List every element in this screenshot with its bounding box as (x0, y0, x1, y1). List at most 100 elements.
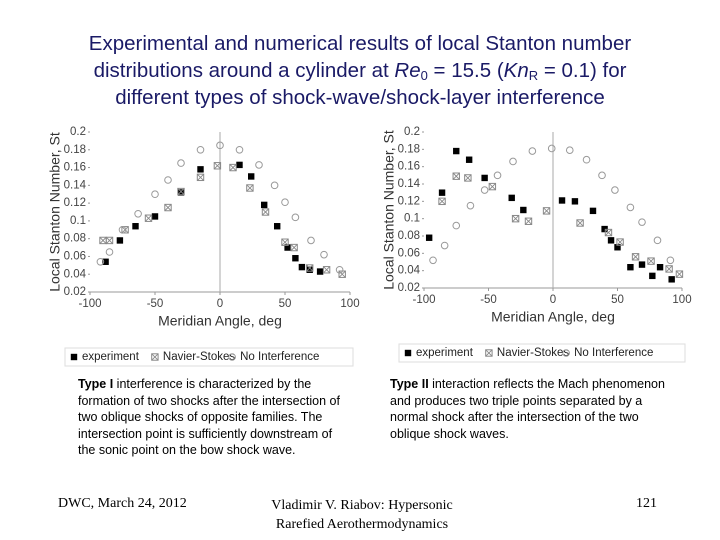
title-text: Experimental and numerical results of lo… (88, 32, 632, 55)
legend-label: Navier-Stokes (163, 351, 235, 363)
no-interference-point (452, 221, 461, 230)
marker-box (647, 257, 655, 265)
marker-cross (121, 226, 129, 234)
marker-cross (485, 349, 493, 357)
experiment-point (284, 244, 291, 251)
navier-stokes-point (322, 266, 331, 274)
no-interference-point (429, 256, 437, 265)
marker-box (164, 203, 172, 212)
navier-stokes-point (576, 219, 584, 227)
no-interference-point (653, 236, 662, 245)
legend-marker (485, 349, 493, 357)
navier-stokes-point (246, 184, 254, 192)
marker-box (261, 208, 270, 216)
experiment-point (248, 173, 255, 180)
footer-date: DWC, March 24, 2012 (58, 496, 187, 511)
y-tick-label: 0.2 (70, 126, 86, 138)
marker-box (290, 243, 298, 252)
marker-box (604, 228, 613, 237)
marker-cross (616, 238, 624, 246)
caption-text: interaction reflects the Mach phenomenon… (390, 377, 665, 441)
no-interference-point (528, 147, 537, 155)
navier-stokes-point (290, 243, 298, 252)
experiment-point (177, 189, 185, 196)
marker-box (485, 349, 493, 357)
legend-label: experiment (82, 351, 140, 363)
marker-cross (177, 188, 185, 196)
y-tick-label: 0.14 (398, 178, 421, 190)
page-number: 121 (636, 496, 657, 511)
no-interference-point (582, 155, 591, 164)
marker-box (524, 217, 533, 225)
x-tick-label: -50 (480, 294, 497, 306)
navier-stokes-point (438, 197, 446, 206)
y-axis-label: Local Stanton Number, St (381, 130, 397, 290)
footer-author: Vladimir V. Riabov: Hypersonic Rarefied … (271, 498, 453, 532)
experiment-point (465, 156, 473, 163)
no-interference-point (466, 201, 475, 210)
experiment-point (197, 166, 204, 173)
no-interference-point (255, 161, 263, 169)
marker-box (616, 238, 624, 246)
no-interference-point (320, 250, 328, 259)
experiment-point (614, 244, 621, 251)
experiment-point (292, 255, 299, 262)
marker-box (675, 270, 684, 278)
experiment-point (453, 147, 460, 155)
legend-label: Navier-Stokes (497, 347, 569, 359)
experiment-point (316, 268, 324, 275)
experiment-point (274, 223, 281, 230)
experiment-point (668, 276, 675, 283)
title-subscript: 0 (420, 68, 428, 83)
navier-stokes-point (511, 214, 520, 223)
no-interference-point (666, 256, 675, 265)
marker-cross (290, 244, 298, 252)
experiment-point (520, 206, 527, 214)
experiment-point (508, 194, 515, 202)
marker-cross (576, 219, 584, 227)
legend-marker (404, 349, 412, 357)
x-axis-label: Meridian Angle, deg (491, 309, 615, 325)
navier-stokes-point (631, 253, 640, 261)
caption-text: interference is characterized by the for… (78, 377, 340, 457)
no-interference-point (335, 265, 344, 274)
x-tick-label: 100 (672, 294, 691, 306)
experiment-point (601, 225, 608, 233)
legend-marker (70, 353, 78, 361)
marker-box (542, 207, 551, 215)
navier-stokes-point (338, 270, 346, 278)
no-interference-point (291, 213, 300, 222)
y-tick-label: 0.06 (398, 247, 420, 259)
no-interference-point (611, 186, 619, 194)
no-interference-point (638, 218, 646, 226)
navier-stokes-point (164, 203, 172, 212)
no-interference-point (164, 176, 172, 184)
marker-cross (164, 204, 172, 212)
navier-stokes-point (261, 208, 270, 216)
marker-box (631, 253, 640, 261)
navier-stokes-point (542, 207, 551, 215)
navier-stokes-point (647, 257, 655, 265)
navier-stokes-point (177, 187, 185, 196)
navier-stokes-point (452, 172, 460, 180)
no-interference-point (598, 171, 606, 180)
marker-box (338, 270, 346, 278)
experiment-point (306, 266, 313, 273)
legend-label: experiment (416, 347, 474, 359)
marker-box (229, 163, 237, 172)
marker-cross (246, 184, 254, 192)
no-interference-point (216, 141, 224, 150)
experiment-point (607, 237, 615, 244)
marker-cross (338, 270, 346, 278)
navier-stokes-point (665, 265, 673, 273)
experiment-point (261, 201, 268, 209)
marker-cross (105, 236, 114, 244)
marker-box (488, 182, 497, 191)
no-interference-point (270, 181, 279, 190)
title-text: different types of shock-wave/shock-laye… (115, 86, 605, 109)
no-interference-point (281, 198, 289, 207)
no-interference-point (565, 146, 574, 154)
legend-marker (151, 353, 159, 361)
